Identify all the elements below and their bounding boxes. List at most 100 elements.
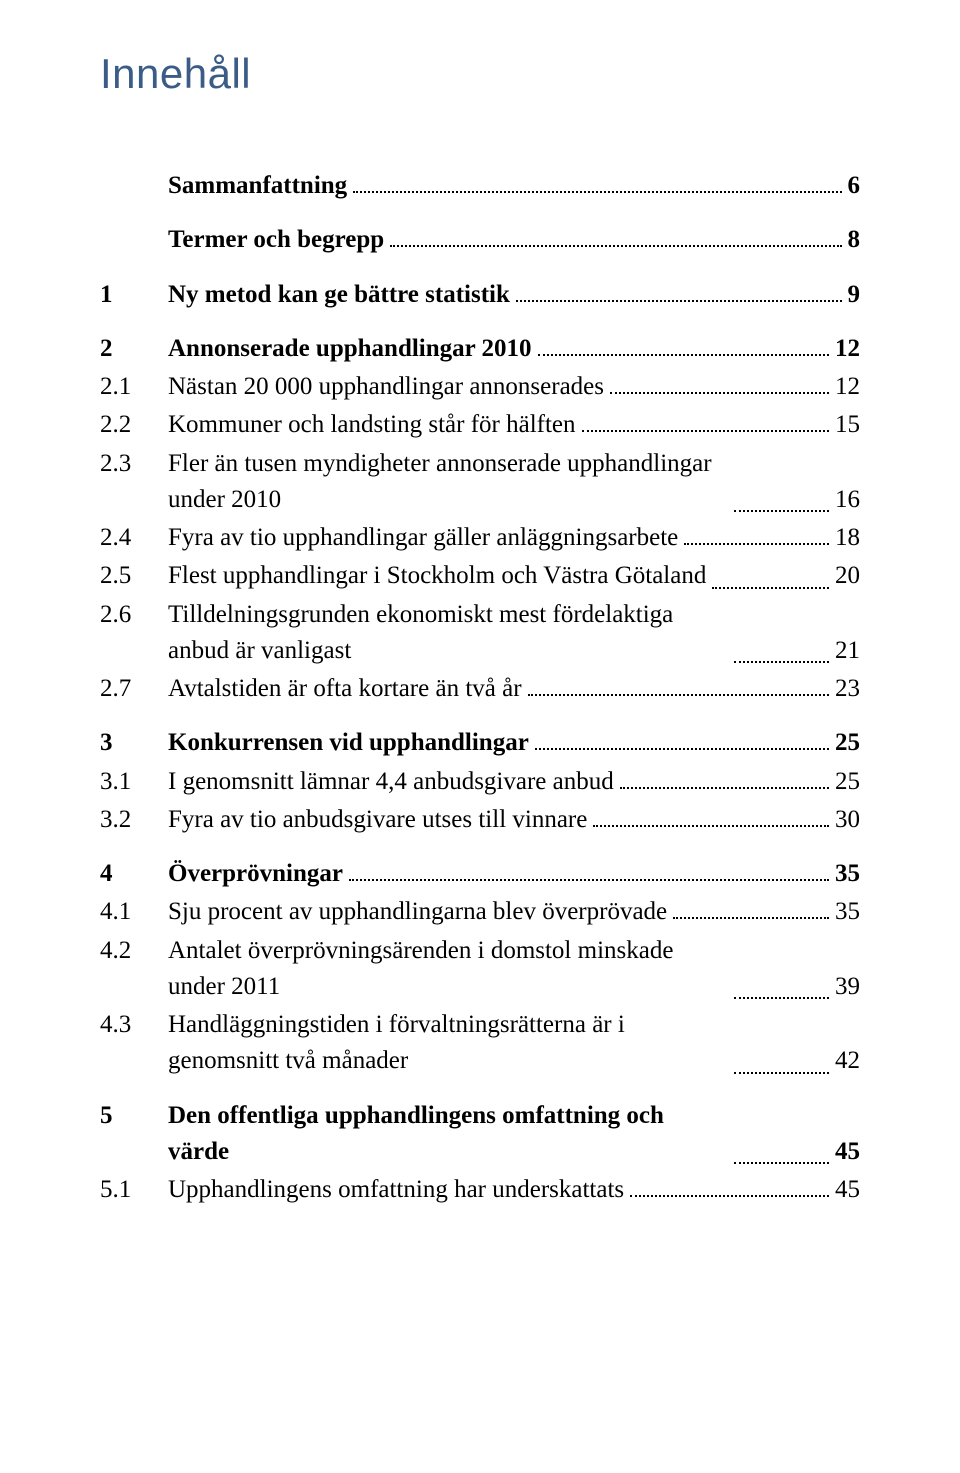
toc-entry-number: 2.2 <box>100 407 168 443</box>
toc-entry-text: Kommuner och landsting står för hälften <box>168 407 576 443</box>
toc-leader <box>734 488 829 513</box>
toc-entry: 2.3Fler än tusen myndigheter annonserade… <box>100 446 860 519</box>
toc-entry-page: 18 <box>835 520 860 556</box>
toc-entry-page: 15 <box>835 407 860 443</box>
toc-entry: 2.4Fyra av tio upphandlingar gäller anlä… <box>100 520 860 556</box>
table-of-contents: Sammanfattning 6 Termer och begrepp 8 1Ny me… <box>100 168 860 1208</box>
toc-leader <box>620 764 829 789</box>
toc-leader <box>734 975 829 1000</box>
toc-entry-page: 30 <box>835 802 860 838</box>
toc-entry: 4Överprövningar 35 <box>100 856 860 892</box>
toc-entry-number: 4.2 <box>100 933 168 969</box>
toc-entry-page: 25 <box>835 764 860 800</box>
toc-entry-number: 3.2 <box>100 802 168 838</box>
toc-entry-text: Sju procent av upphandlingarna blev över… <box>168 894 667 930</box>
toc-entry-number: 2 <box>100 331 168 367</box>
toc-entry-text: Överprövningar <box>168 856 343 892</box>
toc-leader <box>582 408 829 433</box>
toc-leader <box>734 1049 829 1074</box>
toc-entry-number: 3 <box>100 725 168 761</box>
toc-entry: 2.6Tilldelningsgrunden ekonomiskt mest f… <box>100 597 860 670</box>
toc-entry-page: 16 <box>835 482 860 518</box>
toc-entry-page: 42 <box>835 1043 860 1079</box>
toc-leader <box>535 726 829 751</box>
toc-entry-number: 3.1 <box>100 764 168 800</box>
toc-leader <box>684 521 829 546</box>
toc-entry-page: 9 <box>848 277 861 313</box>
toc-entry-number: 2.6 <box>100 597 168 633</box>
toc-leader <box>353 169 841 194</box>
toc-entry: Sammanfattning 6 <box>100 168 860 204</box>
toc-entry-page: 6 <box>848 168 861 204</box>
page-title: Innehåll <box>100 50 860 98</box>
toc-entry-number: 2.1 <box>100 369 168 405</box>
toc-entry-page: 8 <box>848 222 861 258</box>
toc-entry-number: 2.3 <box>100 446 168 482</box>
toc-entry-text: Handläggningstiden i förvaltningsrättern… <box>168 1007 728 1080</box>
toc-entry: 2.2Kommuner och landsting står för hälft… <box>100 407 860 443</box>
toc-entry: 3.2Fyra av tio anbudsgivare utses till v… <box>100 802 860 838</box>
toc-entry: 2.5Flest upphandlingar i Stockholm och V… <box>100 558 860 594</box>
toc-leader <box>630 1173 829 1198</box>
toc-entry-number: 2.5 <box>100 558 168 594</box>
toc-entry: 5Den offentliga upphandlingens omfattnin… <box>100 1098 860 1171</box>
toc-entry-number: 1 <box>100 277 168 313</box>
toc-entry: 2.1Nästan 20 000 upphandlingar annonsera… <box>100 369 860 405</box>
toc-entry: Termer och begrepp 8 <box>100 222 860 258</box>
toc-entry-number: 4.1 <box>100 894 168 930</box>
toc-entry-text: Tilldelningsgrunden ekonomiskt mest förd… <box>168 597 728 670</box>
toc-entry-page: 39 <box>835 969 860 1005</box>
toc-entry-number: 2.4 <box>100 520 168 556</box>
toc-entry-page: 35 <box>835 894 860 930</box>
toc-entry: 3.1I genomsnitt lämnar 4,4 anbudsgivare … <box>100 764 860 800</box>
toc-entry-page: 45 <box>835 1172 860 1208</box>
toc-entry-text: Flest upphandlingar i Stockholm och Väst… <box>168 558 706 594</box>
toc-leader <box>593 802 829 827</box>
toc-entry-page: 21 <box>835 633 860 669</box>
toc-entry-text: Fyra av tio anbudsgivare utses till vinn… <box>168 802 587 838</box>
toc-entry-number: 5 <box>100 1098 168 1134</box>
toc-entry-text: Fyra av tio upphandlingar gäller anläggn… <box>168 520 678 556</box>
toc-leader <box>734 639 829 664</box>
toc-leader <box>390 223 841 248</box>
toc-leader <box>516 277 842 302</box>
toc-leader <box>528 672 829 697</box>
toc-entry-text: I genomsnitt lämnar 4,4 anbudsgivare anb… <box>168 764 614 800</box>
toc-entry-text: Den offentliga upphandlingens omfattning… <box>168 1098 728 1171</box>
toc-entry: 4.3Handläggningstiden i förvaltningsrätt… <box>100 1007 860 1080</box>
toc-entry-text: Fler än tusen myndigheter annonserade up… <box>168 446 728 519</box>
toc-entry-page: 12 <box>835 331 860 367</box>
toc-entry-text: Upphandlingens omfattning har underskatt… <box>168 1172 624 1208</box>
toc-entry-number: 4 <box>100 856 168 892</box>
toc-entry-text: Nästan 20 000 upphandlingar annonserades <box>168 369 604 405</box>
toc-entry: 2Annonserade upphandlingar 2010 12 <box>100 331 860 367</box>
toc-leader <box>349 857 829 882</box>
toc-entry: 5.1Upphandlingens omfattning har undersk… <box>100 1172 860 1208</box>
toc-leader <box>712 564 829 589</box>
toc-entry-text: Ny metod kan ge bättre statistik <box>168 277 510 313</box>
toc-entry: 4.1Sju procent av upphandlingarna blev ö… <box>100 894 860 930</box>
toc-leader <box>610 370 829 395</box>
toc-entry-text: Termer och begrepp <box>168 222 384 258</box>
toc-entry-page: 35 <box>835 856 860 892</box>
toc-entry-page: 45 <box>835 1134 860 1170</box>
toc-entry-text: Antalet överprövningsärenden i domstol m… <box>168 933 728 1006</box>
toc-entry-page: 25 <box>835 725 860 761</box>
toc-entry: 2.7Avtalstiden är ofta kortare än två år… <box>100 671 860 707</box>
toc-entry-number: 4.3 <box>100 1007 168 1043</box>
toc-entry-number: 2.7 <box>100 671 168 707</box>
toc-entry-text: Konkurrensen vid upphandlingar <box>168 725 529 761</box>
toc-leader <box>673 895 829 920</box>
toc-entry: 3Konkurrensen vid upphandlingar 25 <box>100 725 860 761</box>
toc-entry-text: Annonserade upphandlingar 2010 <box>168 331 532 367</box>
toc-entry: 4.2Antalet överprövningsärenden i domsto… <box>100 933 860 1006</box>
toc-entry-page: 23 <box>835 671 860 707</box>
toc-leader <box>538 331 829 356</box>
toc-entry-page: 12 <box>835 369 860 405</box>
toc-entry-page: 20 <box>835 558 860 594</box>
toc-entry-text: Avtalstiden är ofta kortare än två år <box>168 671 522 707</box>
toc-entry-text: Sammanfattning <box>168 168 347 204</box>
toc-entry: 1Ny metod kan ge bättre statistik 9 <box>100 277 860 313</box>
toc-leader <box>734 1140 829 1165</box>
toc-entry-number: 5.1 <box>100 1172 168 1208</box>
